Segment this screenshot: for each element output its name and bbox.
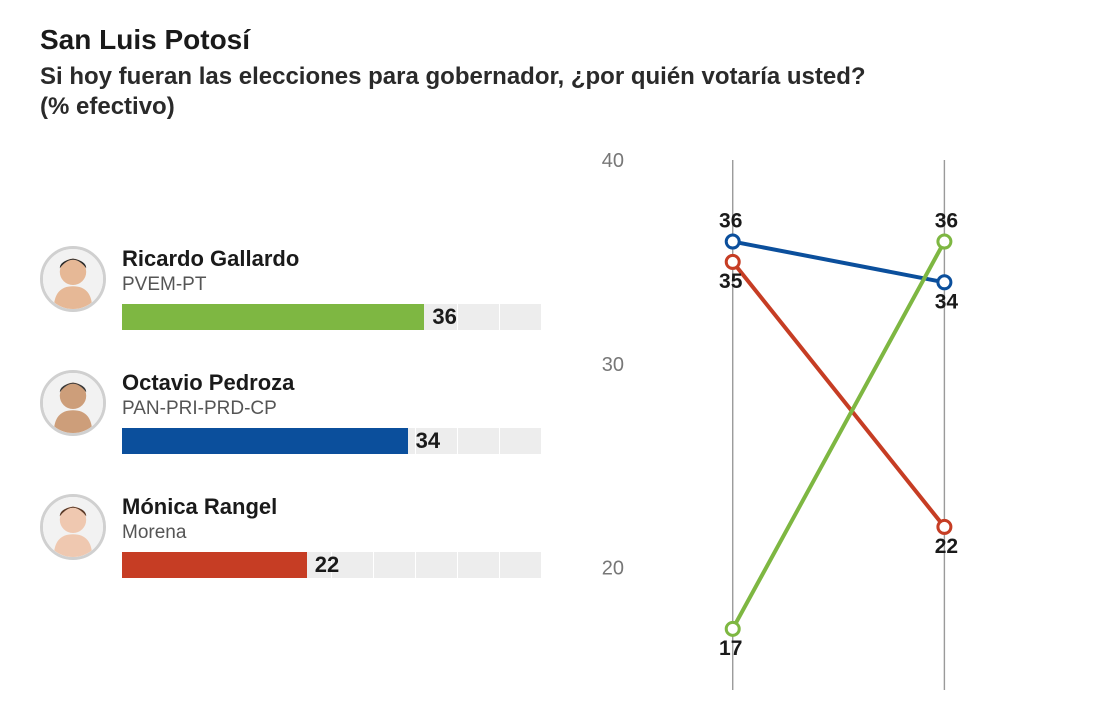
- avatar-gallardo: [40, 246, 106, 312]
- candidate-name: Octavio Pedroza: [122, 370, 550, 396]
- bar-fill: [122, 304, 424, 330]
- bar-value: 36: [432, 304, 456, 330]
- bar-chart: Ricardo GallardoPVEM-PT 36 Octavio Pedroza…: [40, 150, 550, 618]
- series-value-label: 34: [935, 290, 959, 313]
- series-marker-red: [938, 520, 951, 533]
- series-marker-red: [726, 255, 739, 268]
- page-title: San Luis Potosí: [40, 24, 1060, 56]
- candidate-party: PAN-PRI-PRD-CP: [122, 398, 550, 420]
- series-marker-green: [726, 622, 739, 635]
- candidate-party: Morena: [122, 522, 550, 544]
- bar-value: 22: [315, 552, 339, 578]
- series-value-label: 22: [935, 535, 958, 558]
- series-marker-blue: [938, 276, 951, 289]
- bar-value: 34: [416, 428, 440, 454]
- bar-track: 22: [122, 552, 542, 578]
- series-value-label: 35: [719, 270, 743, 293]
- avatar-pedroza: [40, 370, 106, 436]
- candidate-name: Ricardo Gallardo: [122, 246, 550, 272]
- page-subtitle: Si hoy fueran las elecciones para gobern…: [40, 62, 1060, 122]
- bar-track: 36: [122, 304, 542, 330]
- y-tick-label: 20: [602, 558, 624, 580]
- series-value-label: 17: [719, 637, 742, 660]
- y-tick-label: 30: [602, 354, 624, 376]
- subtitle-line1: Si hoy fueran las elecciones para gobern…: [40, 63, 866, 90]
- subtitle-line2: (% efectivo): [40, 93, 175, 120]
- candidate-row-rangel: Mónica RangelMorena 22: [40, 494, 550, 578]
- series-marker-blue: [726, 235, 739, 248]
- candidate-name: Mónica Rangel: [122, 494, 550, 520]
- line-chart-container: 20 30 40 36 34 35 22 17 36: [580, 150, 1060, 715]
- series-line-blue: [733, 242, 945, 283]
- line-chart: 20 30 40 36 34 35 22 17 36: [580, 150, 1040, 710]
- bar-track: 34: [122, 428, 542, 454]
- series-value-label: 36: [935, 210, 958, 233]
- candidate-row-pedroza: Octavio PedrozaPAN-PRI-PRD-CP 34: [40, 370, 550, 454]
- bar-fill: [122, 552, 307, 578]
- avatar-rangel: [40, 494, 106, 560]
- y-tick-label: 40: [602, 150, 624, 172]
- candidate-party: PVEM-PT: [122, 274, 550, 296]
- series-value-label: 36: [719, 210, 742, 233]
- candidate-row-gallardo: Ricardo GallardoPVEM-PT 36: [40, 246, 550, 330]
- bar-fill: [122, 428, 408, 454]
- series-marker-green: [938, 235, 951, 248]
